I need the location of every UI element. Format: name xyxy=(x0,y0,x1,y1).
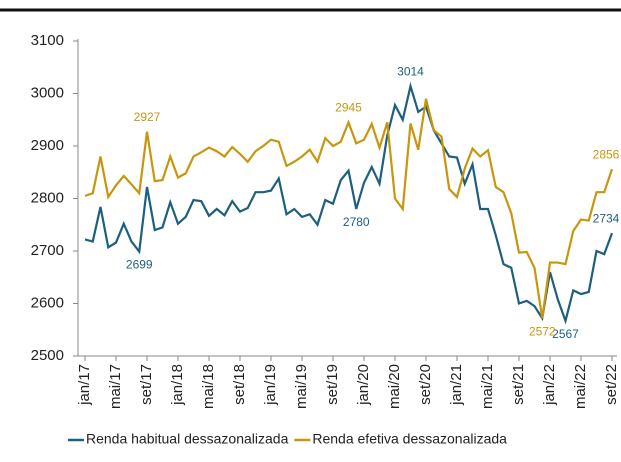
value-label: 2734 xyxy=(593,211,620,225)
value-label: 3014 xyxy=(397,64,424,78)
x-tick-label: set/22 xyxy=(603,364,620,405)
x-tick-label: mai/21 xyxy=(479,364,496,409)
value-label: 2699 xyxy=(126,258,153,272)
y-tick-label: 3100 xyxy=(31,32,64,49)
x-tick-label: jan/19 xyxy=(262,364,279,406)
legend-label: Renda habitual dessazonalizada xyxy=(86,431,289,447)
value-label: 2856 xyxy=(593,147,620,161)
x-tick-label: jan/20 xyxy=(355,364,372,406)
x-tick-label: mai/17 xyxy=(107,364,124,409)
y-tick-label: 2900 xyxy=(31,137,64,154)
x-tick-label: mai/18 xyxy=(200,364,217,409)
x-tick-label: mai/19 xyxy=(293,364,310,409)
x-tick-label: set/20 xyxy=(417,364,434,405)
x-tick-label: jan/21 xyxy=(448,364,465,406)
series-line xyxy=(84,98,614,319)
x-tick-label: jan/18 xyxy=(169,364,186,406)
y-tick-label: 3000 xyxy=(31,84,64,101)
series-line xyxy=(84,81,614,325)
value-label: 2572 xyxy=(529,324,556,338)
x-tick-label: set/19 xyxy=(324,364,341,405)
x-tick-label: set/17 xyxy=(138,364,155,405)
x-tick-label: mai/20 xyxy=(386,364,403,409)
y-tick-label: 2700 xyxy=(31,242,64,259)
y-tick-label: 2500 xyxy=(31,347,64,364)
x-tick-label: mai/22 xyxy=(572,364,589,409)
x-tick-label: jan/22 xyxy=(541,364,558,406)
value-label: 2567 xyxy=(552,327,579,341)
legend-label: Renda efetiva dessazonalizada xyxy=(312,431,507,447)
x-tick-label: set/18 xyxy=(231,364,248,405)
y-tick-label: 2800 xyxy=(31,189,64,206)
value-label: 2945 xyxy=(335,101,362,115)
y-tick-label: 2600 xyxy=(31,294,64,311)
value-label: 2927 xyxy=(134,110,161,124)
value-label: 2780 xyxy=(343,215,370,229)
x-tick-label: jan/17 xyxy=(76,364,93,406)
x-tick-label: set/21 xyxy=(510,364,527,405)
